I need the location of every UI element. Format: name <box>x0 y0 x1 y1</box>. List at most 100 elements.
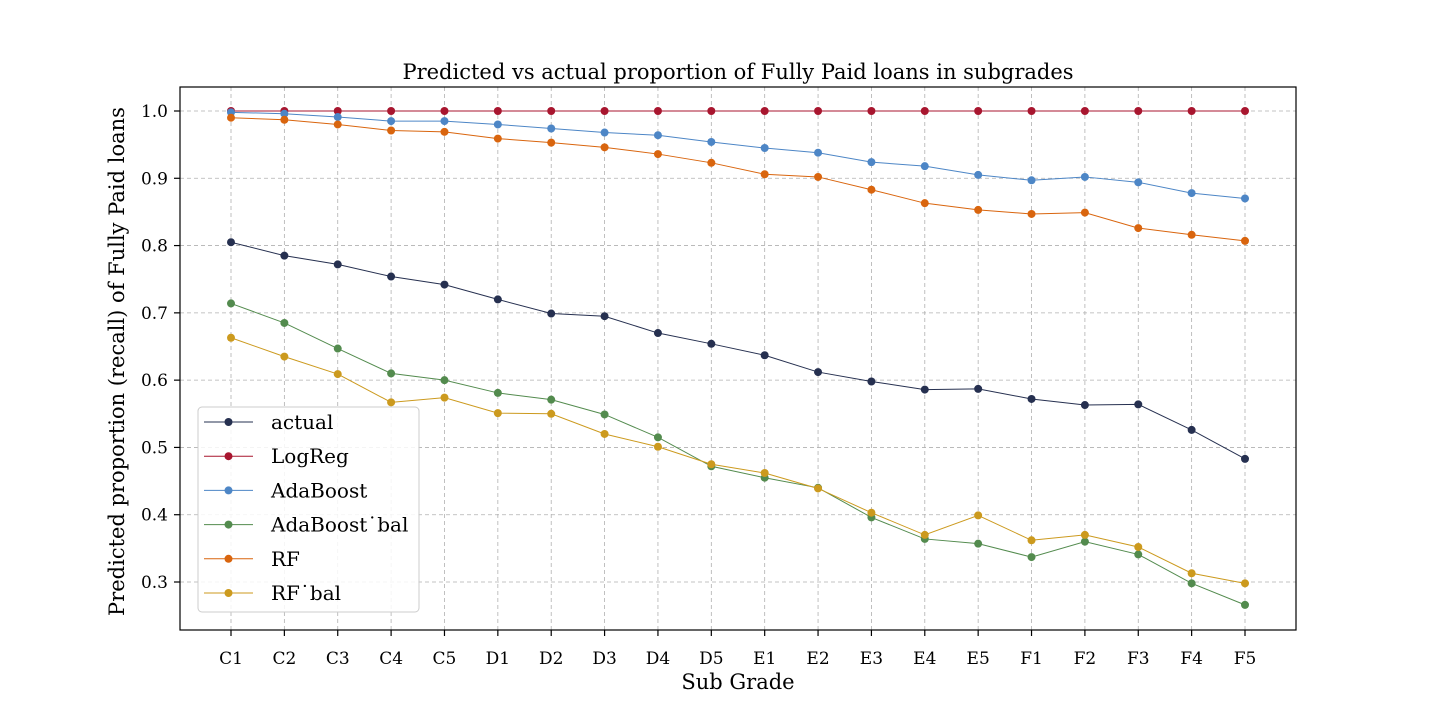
x-tick-label: C1 <box>219 649 243 669</box>
series-layer <box>227 107 1249 609</box>
data-point <box>1241 107 1249 115</box>
x-tick-label: D1 <box>486 649 510 669</box>
y-tick-label: 0.5 <box>141 438 168 458</box>
x-axis-title: Sub Grade <box>681 670 794 694</box>
y-tick-label: 1.0 <box>141 102 168 122</box>
data-point <box>760 351 769 360</box>
data-point <box>814 107 823 115</box>
data-point <box>707 158 716 167</box>
series-adaboost <box>227 108 1249 203</box>
data-point <box>1080 208 1089 217</box>
data-point <box>1241 454 1249 463</box>
data-point <box>760 107 769 115</box>
legend-marker <box>224 452 233 461</box>
data-point <box>227 299 235 308</box>
series-line <box>230 117 1246 242</box>
y-tick-label: 0.7 <box>141 304 168 324</box>
data-point <box>493 107 502 115</box>
data-point <box>440 280 449 289</box>
data-point <box>600 312 609 321</box>
data-point <box>867 377 876 386</box>
data-point <box>1080 172 1089 181</box>
data-point <box>333 120 342 129</box>
data-point <box>974 107 983 115</box>
x-tick-label: C4 <box>379 649 403 669</box>
data-point <box>1134 550 1143 559</box>
data-point <box>493 120 502 129</box>
y-tick-label: 0.6 <box>141 371 168 391</box>
data-point <box>600 410 609 419</box>
legend-item: AdaBoost <box>204 478 367 502</box>
data-point <box>974 384 983 393</box>
data-point <box>547 309 556 318</box>
legend-label: AdaBoost <box>270 478 367 502</box>
y-tick-label: 0.9 <box>141 169 168 189</box>
data-point <box>1187 230 1196 239</box>
data-point <box>387 369 396 378</box>
data-point <box>600 107 609 115</box>
data-point <box>493 295 502 304</box>
data-point <box>1080 401 1089 410</box>
data-point <box>387 117 396 126</box>
data-point <box>1027 553 1036 562</box>
data-point <box>1080 530 1089 539</box>
data-point <box>547 138 556 147</box>
data-point <box>547 107 556 115</box>
data-point <box>920 107 929 115</box>
x-tick-label: E2 <box>806 649 829 669</box>
data-point <box>1027 394 1036 403</box>
data-point <box>547 409 556 418</box>
data-point <box>653 107 662 115</box>
legend-label: RF <box>271 547 300 571</box>
legend-item: LogReg <box>204 444 349 468</box>
legend-label: AdaBoost˙bal <box>270 513 408 537</box>
data-point <box>1027 107 1036 115</box>
data-point <box>440 376 449 385</box>
data-point <box>867 107 876 115</box>
legend-marker <box>224 486 233 495</box>
x-tick-label: D3 <box>592 649 616 669</box>
data-point <box>493 409 502 418</box>
data-point <box>1027 536 1036 545</box>
data-point <box>440 107 449 115</box>
series-logreg <box>227 107 1249 115</box>
data-point <box>600 143 609 152</box>
data-point <box>974 205 983 214</box>
x-tick-label: E5 <box>967 649 990 669</box>
data-point <box>440 127 449 136</box>
x-tick-label: F2 <box>1074 649 1097 669</box>
data-point <box>493 388 502 397</box>
data-point <box>1187 569 1196 578</box>
legend-marker <box>224 554 233 563</box>
data-point <box>1134 107 1143 115</box>
data-point <box>1027 176 1036 185</box>
chart-title: Predicted vs actual proportion of Fully … <box>402 60 1073 84</box>
data-point <box>814 368 823 377</box>
data-point <box>547 395 556 404</box>
series-line <box>230 337 1246 584</box>
data-point <box>707 460 716 469</box>
x-tick-label: D2 <box>539 649 563 669</box>
data-point <box>333 260 342 269</box>
data-point <box>227 238 235 247</box>
data-point <box>653 433 662 442</box>
data-point <box>333 113 342 122</box>
data-point <box>1241 600 1249 609</box>
data-point <box>653 329 662 338</box>
data-point <box>440 117 449 126</box>
data-point <box>1080 107 1089 115</box>
data-point <box>1187 579 1196 588</box>
data-point <box>867 185 876 194</box>
data-point <box>920 530 929 539</box>
x-tick-label: D5 <box>699 649 723 669</box>
data-point <box>547 124 556 133</box>
legend-marker <box>224 589 233 597</box>
x-tick-label: F1 <box>1020 649 1043 669</box>
x-tick-label: C5 <box>433 649 457 669</box>
series-adaboost-bal <box>227 299 1249 609</box>
data-point <box>280 251 289 260</box>
data-point <box>333 107 342 115</box>
data-point <box>1080 537 1089 546</box>
x-tick-label: E1 <box>753 649 776 669</box>
